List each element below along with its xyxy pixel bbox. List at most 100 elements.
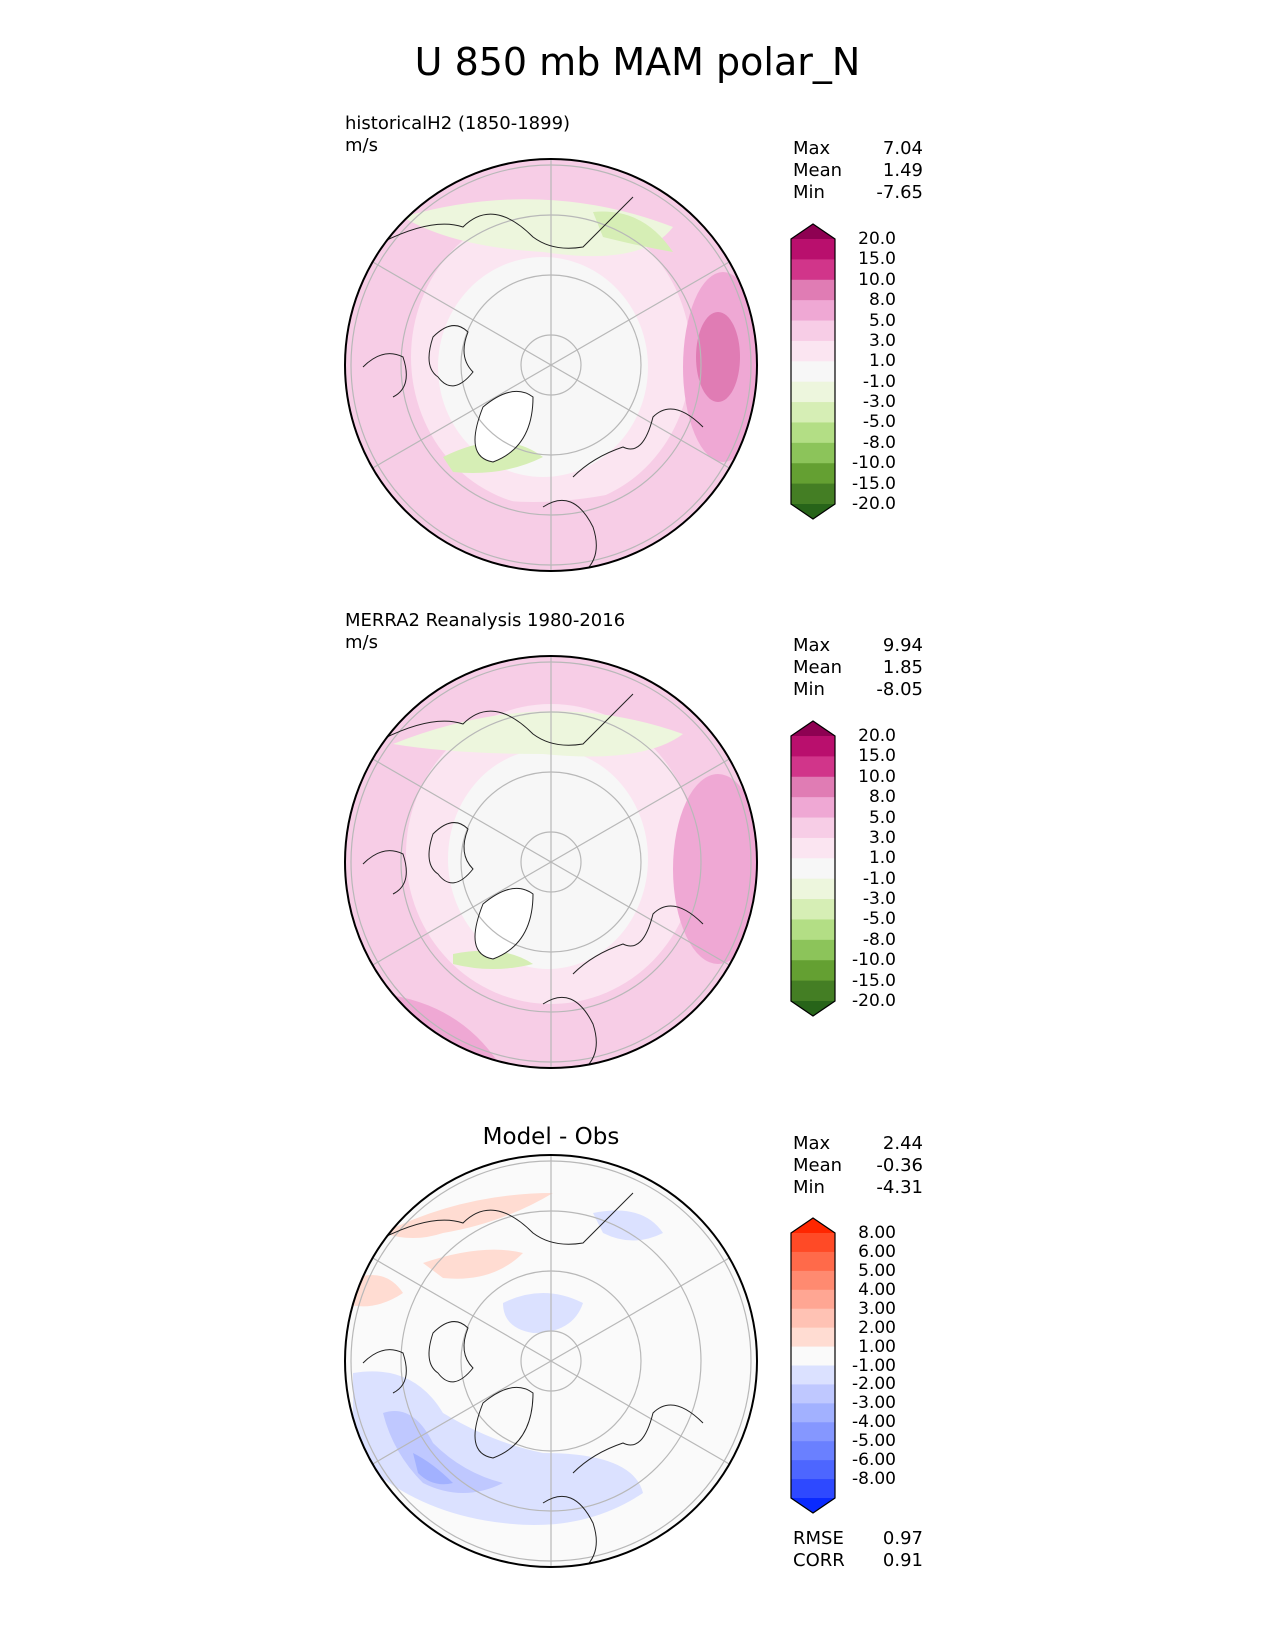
colorbar-tick-label: 1.0 [868, 351, 896, 372]
colorbar-segment [791, 300, 835, 322]
stat-max: Max 2.44 [793, 1133, 923, 1155]
stat-label: Mean [793, 1155, 843, 1176]
stat-label: Mean [793, 657, 843, 678]
colorbar-segment [791, 919, 835, 941]
panel-1-graticule [350, 159, 752, 571]
stat-value: 7.04 [882, 138, 923, 159]
figure-title: U 850 mb MAM polar_N [414, 40, 861, 84]
colorbar-segment [791, 340, 835, 362]
colorbar-tick-label: -8.0 [862, 432, 896, 453]
stat-value: -8.05 [876, 679, 923, 700]
colorbar-tick-label: -5.0 [862, 412, 896, 433]
colorbar-segment [791, 1233, 835, 1253]
colorbar-tick-label: 20.0 [858, 726, 896, 746]
colorbar-segment [791, 483, 835, 505]
panel-2-colorbar [790, 720, 836, 1017]
colorbar-segment [791, 259, 835, 281]
colorbar-segment [791, 1422, 835, 1442]
stat-value: -0.36 [876, 1155, 923, 1176]
panel-3-error-stats: RMSE 0.97 CORR 0.91 [793, 1528, 923, 1572]
panel-3-stats: Max 2.44 Mean -0.36 Min -4.31 [793, 1133, 923, 1199]
panel-2-coastlines [362, 693, 704, 1068]
colorbar-tick-label: -20.0 [852, 991, 896, 1011]
stat-value: 0.91 [882, 1550, 923, 1571]
stat-rmse: RMSE 0.97 [793, 1528, 923, 1550]
panel-2-stats: Max 9.94 Mean 1.85 Min -8.05 [793, 635, 923, 701]
colorbar-segment [791, 224, 835, 239]
panel-3-colorbar-labels: 8.00 6.00 5.00 4.00 3.00 2.00 1.00 -1.00 -2.00 -3… [836, 1217, 896, 1514]
colorbar-tick-label: 5.0 [868, 807, 896, 828]
colorbar-segment [791, 279, 835, 301]
stat-corr: CORR 0.91 [793, 1550, 923, 1572]
colorbar-tick-label: 10.0 [858, 269, 896, 290]
colorbar-segment [791, 1346, 835, 1366]
colorbar-tick-label: -3.00 [852, 1393, 896, 1414]
panel-1-polar-map [344, 158, 758, 572]
colorbar-segment [791, 797, 835, 819]
panel-3-colorbar [790, 1217, 836, 1514]
colorbar-tick-label: -1.0 [862, 868, 896, 889]
colorbar-segment [791, 1270, 835, 1291]
colorbar-tick-label: -5.0 [862, 909, 896, 930]
panel-3-graticule [350, 1155, 752, 1567]
colorbar-tick-label: 8.0 [868, 290, 896, 311]
colorbar-tick-label: -3.0 [862, 392, 896, 413]
panel-1-units: m/s [345, 135, 378, 156]
stat-label: Max [793, 635, 831, 656]
stat-value: 1.49 [882, 160, 923, 181]
colorbar-segment [791, 1384, 835, 1404]
colorbar-segment [791, 239, 835, 260]
colorbar-segment [791, 776, 835, 798]
stat-value: 1.85 [882, 657, 923, 678]
colorbar-segment [791, 939, 835, 961]
stat-label: RMSE [793, 1528, 844, 1549]
colorbar-tick-label: 8.0 [868, 787, 896, 808]
colorbar-segment [791, 980, 835, 1002]
stat-mean: Mean 1.49 [793, 160, 923, 182]
stat-value: -4.31 [876, 1177, 923, 1198]
colorbar-tick-label: 15.0 [858, 746, 896, 767]
colorbar-segment [791, 858, 835, 880]
colorbar-segment [791, 817, 835, 839]
stat-label: Max [793, 138, 831, 159]
colorbar-tick-label: 6.00 [858, 1241, 896, 1262]
colorbar-tick-label: 10.0 [858, 766, 896, 787]
colorbar-segment [791, 1289, 835, 1310]
stat-max: Max 7.04 [793, 138, 923, 160]
colorbar-segment [791, 361, 835, 383]
colorbar-segment [791, 1001, 835, 1016]
stat-value: 2.44 [882, 1133, 923, 1154]
panel-2-units: m/s [345, 632, 378, 653]
colorbar-segment [791, 402, 835, 423]
colorbar-tick-label: 5.00 [858, 1260, 896, 1281]
colorbar-tick-label: 2.00 [858, 1317, 896, 1338]
colorbar-tick-label: -10.0 [852, 453, 896, 474]
colorbar-tick-label: -2.00 [852, 1374, 896, 1395]
colorbar-segment [791, 422, 835, 444]
colorbar-tick-label: 8.00 [858, 1223, 896, 1243]
colorbar-segment [791, 756, 835, 778]
stat-value: 9.94 [882, 635, 923, 656]
colorbar-segment [791, 381, 835, 403]
colorbar-segment [791, 878, 835, 900]
colorbar-tick-label: 3.0 [868, 827, 896, 848]
colorbar-tick-label: -15.0 [852, 473, 896, 494]
colorbar-tick-label: -1.00 [852, 1355, 896, 1376]
colorbar-segment [791, 463, 835, 485]
colorbar-segment [791, 899, 835, 920]
colorbar-tick-label: -1.0 [862, 371, 896, 392]
colorbar-segment [791, 504, 835, 519]
stat-mean: Mean 1.85 [793, 657, 923, 679]
stat-label: Min [793, 679, 825, 700]
colorbar-tick-label: 1.00 [858, 1336, 896, 1357]
colorbar-segment [791, 1218, 835, 1233]
colorbar-tick-label: -5.00 [852, 1431, 896, 1452]
stat-max: Max 9.94 [793, 635, 923, 657]
colorbar-segment [791, 1460, 835, 1480]
stat-label: Mean [793, 160, 843, 181]
colorbar-segment [791, 960, 835, 982]
colorbar-tick-label: -8.00 [852, 1469, 896, 1490]
colorbar-segment [791, 837, 835, 859]
panel-2-polar-map [344, 655, 758, 1069]
colorbar-segment [791, 1479, 835, 1499]
